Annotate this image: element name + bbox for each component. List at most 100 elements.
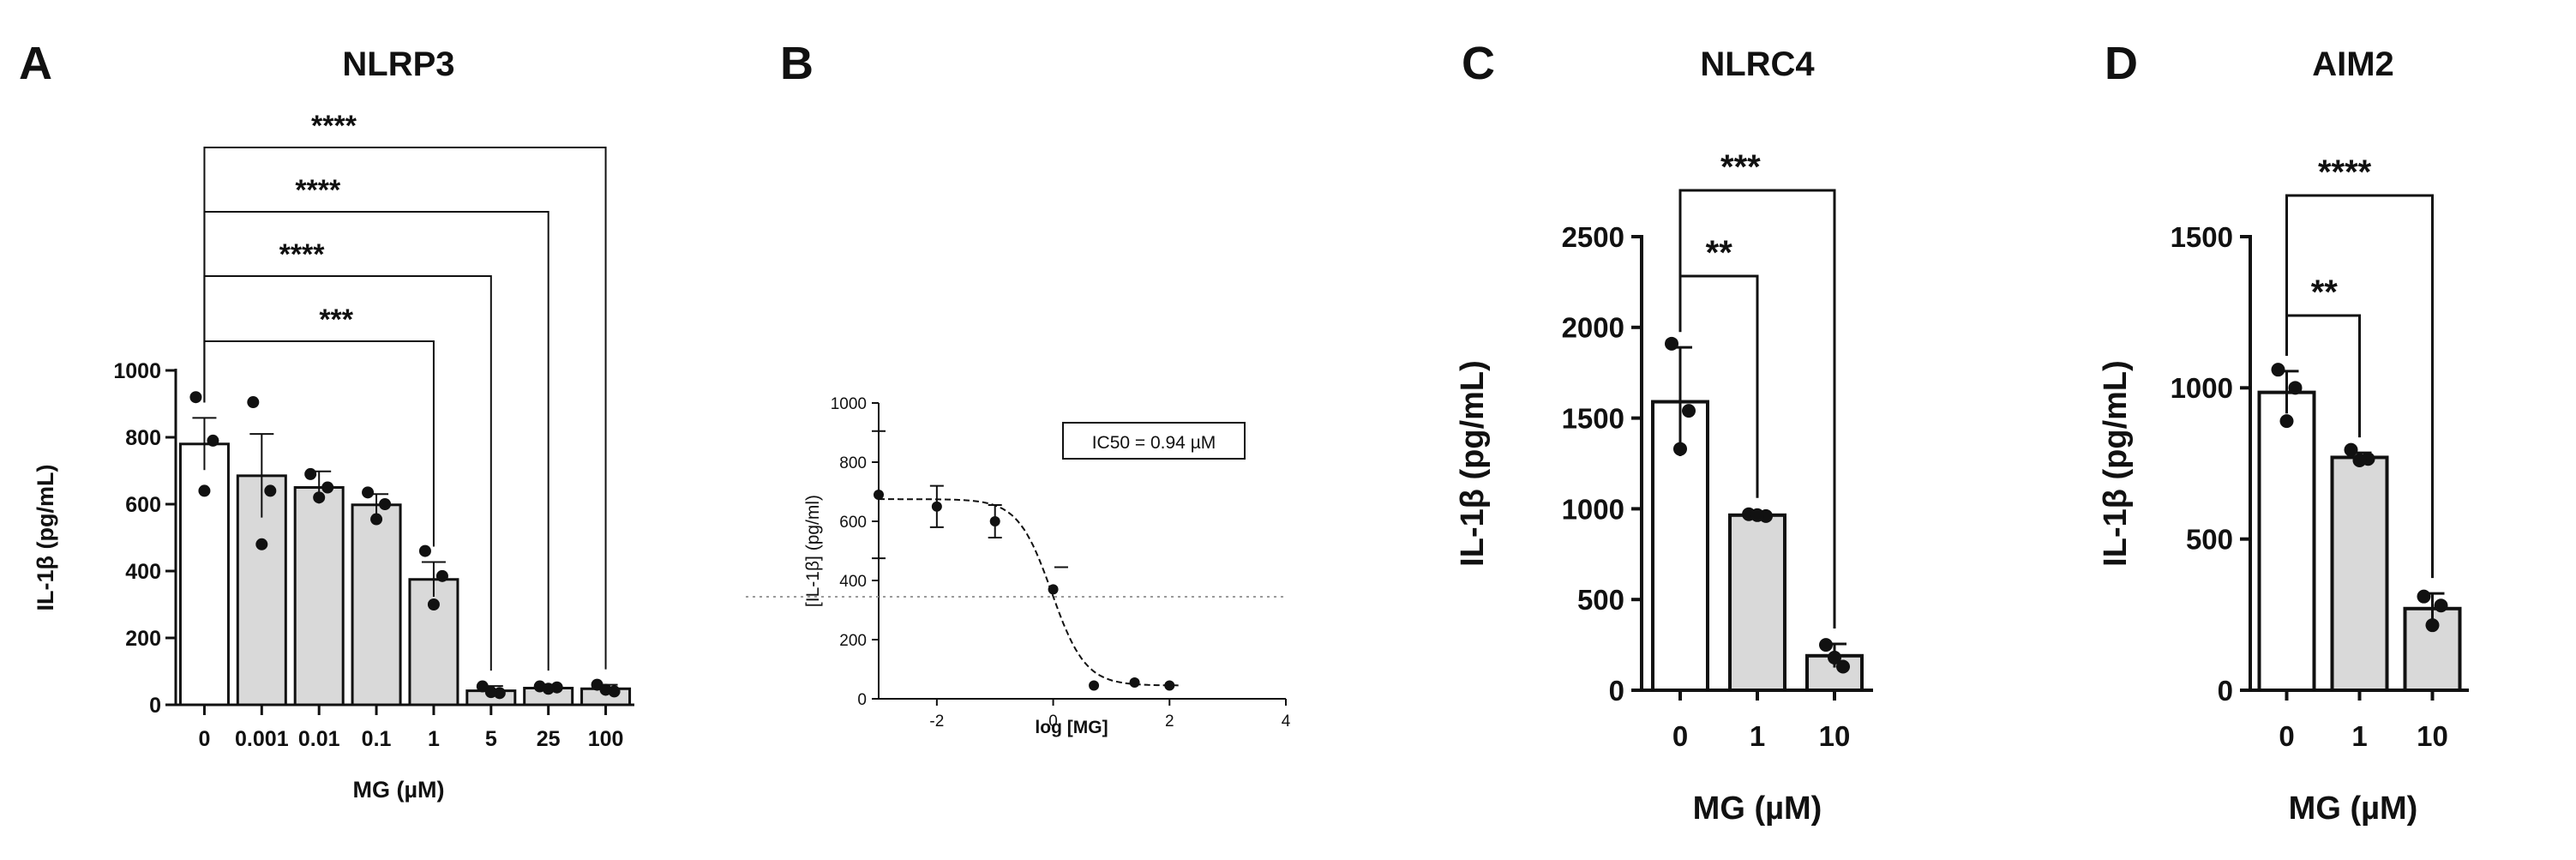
data-point [2271,363,2285,377]
significance-label: *** [319,304,353,336]
data-point [1828,650,1841,665]
data-point [1819,638,1833,653]
data-point [362,486,375,499]
bar-1 [2330,455,2389,692]
data-point [931,501,942,512]
significance-label: **** [311,110,357,142]
bar-1 [1728,513,1786,693]
data-point [1682,404,1696,418]
data-point [1164,680,1175,691]
data-point [189,391,202,404]
data-point [1129,677,1140,689]
y-tick-label: 1000 [113,359,161,383]
y-tick-label: 1000 [1562,493,1624,525]
data-point [304,467,317,480]
y-tick-label: 1000 [2171,372,2233,404]
x-tick-label: 1 [1750,720,1765,752]
x-axis-label: log [MG] [1035,718,1108,737]
significance-bracket [1678,189,1836,629]
y-tick-label: 200 [839,632,867,650]
x-tick-label: 100 [588,727,624,751]
data-point [247,396,260,409]
y-tick-label: 400 [839,573,867,591]
x-tick-label: 1 [2351,720,2367,752]
y-tick-label: 2500 [1562,221,1624,253]
y-tick-label: 0 [857,691,867,709]
x-tick-label: 2 [1165,713,1174,731]
y-tick-label: 500 [1577,584,1624,616]
y-axis-label: [IL-1β] (pg/ml) [803,495,823,607]
x-tick-label: -2 [929,713,944,731]
data-point [427,598,440,610]
bar-0 [178,442,230,707]
data-point [264,484,277,497]
data-point [198,484,211,497]
y-tick-label: 0 [149,694,161,718]
y-axis-label: IL-1β (pg/mL) [2098,360,2134,567]
ic50-annotation-text: IC50 = 0.94 µM [1092,433,1216,453]
y-tick-label: 500 [2186,524,2233,556]
data-point [370,513,383,526]
y-tick-label: 1000 [831,395,867,413]
x-tick-label: 0.1 [362,727,392,751]
data-point [379,498,392,510]
x-tick-label: 4 [1282,713,1291,731]
data-point [435,569,448,582]
data-point [1665,336,1678,351]
panel-letter-a: A [19,38,52,89]
y-axis-label: IL-1β (pg/mL) [33,465,58,611]
significance-label: **** [2318,153,2372,191]
x-tick-label: 25 [537,727,561,751]
significance-bracket [2285,194,2434,579]
data-point [2352,453,2367,467]
fit-curve [879,498,1181,687]
data-point [1048,584,1059,595]
y-axis-label: IL-1β (pg/mL) [1455,360,1491,567]
data-point [255,538,268,550]
bar-0.1 [351,503,402,707]
y-tick-label: 400 [125,560,161,584]
x-tick-label: 0 [2279,720,2294,752]
x-tick-label: 10 [2417,720,2448,752]
chart-title: NLRP3 [342,45,454,83]
significance-label: **** [279,238,326,271]
data-point [874,489,884,500]
data-point [542,683,555,695]
x-tick-label: 0 [1048,713,1058,731]
data-point [1089,680,1100,691]
data-point [1750,508,1764,522]
data-point [2288,381,2303,395]
x-axis-label: MG (µM) [1693,791,1822,827]
y-tick-label: 800 [839,454,867,472]
chart-title: AIM2 [2312,45,2394,83]
y-tick-label: 1500 [1562,402,1624,434]
y-tick-label: 600 [839,514,867,532]
data-point [313,491,326,504]
y-tick-label: 2000 [1562,312,1624,344]
x-tick-label: 5 [485,727,497,751]
x-tick-label: 0.01 [298,727,340,751]
x-tick-label: 0.001 [235,727,289,751]
data-point [207,434,219,447]
y-tick-label: 0 [1609,675,1624,707]
ic50-annotation-box [1062,422,1246,460]
panel-letter-c: C [1462,38,1495,89]
data-point [2434,598,2448,613]
data-point [1836,659,1850,674]
x-axis-label: MG (µM) [2289,791,2418,827]
x-tick-label: 0 [198,727,210,751]
y-tick-label: 1500 [2171,221,2233,253]
significance-label: ** [2311,274,2339,311]
data-point [2425,618,2440,633]
data-point [484,686,497,699]
significance-label: *** [1720,148,1761,186]
chart-title: NLRC4 [1700,45,1815,83]
data-point [599,683,612,696]
panel-b-dose-response-chart: 0 200 400 600 800 1000 -2 0 2 4 IC50 = 0.94 µM log … [746,395,1291,737]
panel-letter-b: B [780,38,814,89]
x-tick-label: 10 [1819,720,1851,752]
panel-a-nlrp3-chart: NLRP3 0 200 400 600 800 1000 0 0.001 0.01 0.1 1 5 25 1… [33,45,634,803]
data-point [989,516,1000,526]
